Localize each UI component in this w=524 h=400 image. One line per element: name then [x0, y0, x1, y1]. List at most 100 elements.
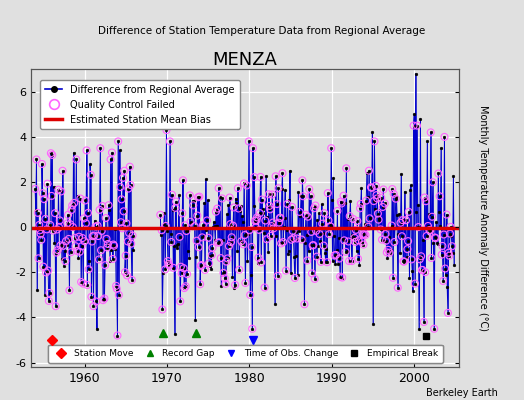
Point	[310, 205, 318, 212]
Point	[234, 185, 242, 192]
Point	[54, 186, 63, 193]
Point	[302, 212, 310, 218]
Point	[66, 221, 74, 227]
Point	[441, 265, 450, 272]
Point	[404, 238, 412, 244]
Point	[335, 255, 344, 262]
Point	[351, 235, 359, 241]
Point	[320, 210, 329, 216]
Point	[418, 267, 427, 273]
Point	[194, 244, 203, 250]
Point	[311, 276, 319, 282]
Point	[51, 210, 59, 216]
Point	[388, 186, 397, 192]
Point	[358, 231, 367, 238]
Point	[126, 182, 135, 188]
Point	[442, 211, 451, 218]
Point	[399, 258, 408, 264]
Point	[101, 262, 110, 268]
Point	[229, 222, 237, 229]
Point	[100, 295, 108, 302]
Point	[97, 247, 105, 254]
Point	[214, 185, 223, 191]
Point	[269, 219, 277, 226]
Point	[298, 177, 307, 184]
Point	[446, 224, 455, 230]
Point	[440, 231, 448, 238]
Point	[51, 303, 60, 309]
Point	[390, 239, 399, 245]
Point	[435, 193, 444, 200]
Point	[384, 247, 392, 253]
Point	[338, 274, 346, 281]
Point	[396, 220, 405, 226]
Point	[426, 227, 434, 234]
Point	[283, 201, 291, 207]
Point	[420, 194, 429, 201]
Point	[203, 217, 211, 224]
Point	[104, 202, 113, 208]
Point	[444, 310, 452, 316]
Point	[89, 303, 97, 309]
Point	[71, 234, 79, 241]
Point	[241, 232, 249, 238]
Point	[57, 188, 66, 195]
Point	[222, 258, 231, 265]
Point	[245, 138, 253, 145]
Point	[212, 208, 220, 215]
Text: Difference of Station Temperature Data from Regional Average: Difference of Station Temperature Data f…	[99, 26, 425, 36]
Point	[427, 129, 435, 136]
Point	[274, 273, 282, 279]
Point	[247, 244, 256, 250]
Point	[362, 198, 370, 204]
Point	[108, 256, 117, 262]
Point	[56, 242, 64, 248]
Point	[309, 242, 317, 249]
Point	[421, 269, 430, 275]
Point	[373, 192, 381, 198]
Point	[389, 275, 397, 281]
Point	[113, 332, 122, 339]
Point	[71, 243, 80, 250]
Point	[349, 216, 357, 222]
Point	[119, 208, 128, 214]
Point	[72, 156, 81, 163]
Point	[219, 270, 227, 276]
Point	[38, 161, 46, 167]
Point	[218, 195, 226, 202]
Point	[333, 208, 342, 214]
Point	[427, 255, 435, 261]
Point	[69, 224, 77, 230]
Point	[245, 227, 254, 234]
Point	[303, 257, 311, 264]
Point	[351, 239, 359, 245]
Point	[169, 265, 178, 271]
Point	[315, 231, 324, 237]
Point	[163, 258, 172, 264]
Point	[77, 279, 85, 285]
Point	[108, 149, 116, 156]
Point	[365, 215, 374, 222]
Point	[425, 227, 433, 233]
Point	[266, 206, 275, 212]
Point	[62, 238, 70, 244]
Point	[273, 201, 281, 207]
Point	[187, 218, 195, 225]
Point	[118, 225, 126, 232]
Point	[76, 195, 84, 202]
Point	[38, 190, 47, 196]
Point	[369, 198, 378, 204]
Title: MENZA: MENZA	[213, 51, 278, 69]
Point	[359, 241, 368, 248]
Point	[88, 238, 96, 245]
Point	[178, 270, 186, 276]
Point	[119, 175, 127, 181]
Point	[257, 259, 265, 266]
Point	[42, 226, 51, 232]
Point	[431, 235, 440, 241]
Point	[93, 222, 102, 229]
Legend: Station Move, Record Gap, Time of Obs. Change, Empirical Break: Station Move, Record Gap, Time of Obs. C…	[48, 344, 443, 363]
Point	[326, 223, 335, 230]
Point	[117, 196, 126, 202]
Point	[171, 205, 180, 211]
